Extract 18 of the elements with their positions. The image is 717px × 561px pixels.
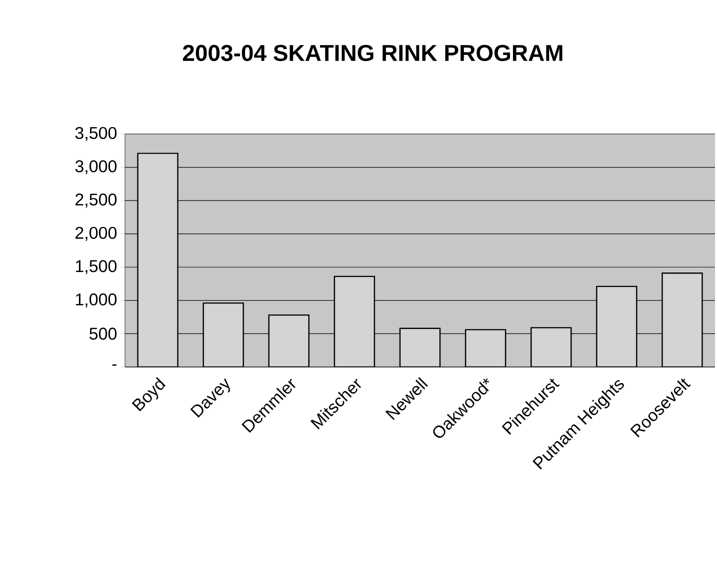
y-tick-label: 3,000 [75, 160, 117, 174]
y-tick-label: 3,500 [75, 126, 117, 142]
bar [203, 303, 244, 367]
y-tick-label: 1,000 [76, 293, 117, 308]
bar [334, 276, 374, 367]
y-tick-label: 1,500 [76, 260, 117, 274]
bar [400, 328, 440, 367]
y-tick-label: - [112, 364, 116, 366]
bar [596, 286, 637, 367]
bar [531, 328, 572, 367]
y-tick-label: 500 [90, 328, 117, 340]
y-tick-label: 2,000 [76, 226, 117, 241]
bar [268, 315, 309, 367]
bar [138, 153, 178, 367]
bar [662, 272, 703, 367]
bar [466, 330, 506, 367]
y-tick-label: 2,500 [76, 194, 117, 208]
chart-title: 2003-04 SKATING RINK PROGRAM [182, 44, 562, 62]
